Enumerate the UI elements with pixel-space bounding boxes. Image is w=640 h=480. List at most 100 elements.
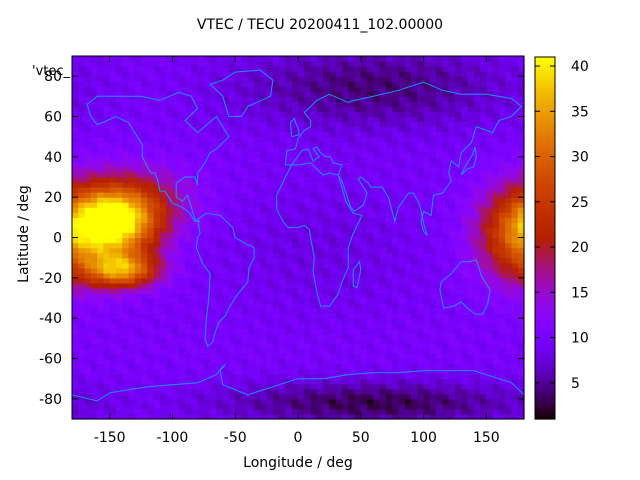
heatmap-cell <box>454 56 462 62</box>
heatmap-cell <box>310 247 318 254</box>
heatmap-cell <box>473 408 481 415</box>
heatmap-cell <box>348 408 356 415</box>
heatmap-cell <box>310 141 318 148</box>
heatmap-cell <box>392 136 400 143</box>
heatmap-cell <box>216 237 224 244</box>
heatmap-cell <box>492 141 500 148</box>
heatmap-cell <box>404 353 412 360</box>
heatmap-cell <box>172 131 180 138</box>
heatmap-cell <box>172 146 180 153</box>
heatmap-cell <box>429 61 437 67</box>
heatmap-cell <box>454 348 462 355</box>
heatmap-cell <box>235 232 243 239</box>
heatmap-cell <box>404 292 412 299</box>
heatmap-cell <box>122 207 130 213</box>
heatmap-cell <box>392 66 400 72</box>
heatmap-cell <box>279 363 287 370</box>
heatmap-cell <box>147 388 155 395</box>
heatmap-cell <box>379 368 387 375</box>
heatmap-cell <box>335 141 343 148</box>
heatmap-cell <box>310 177 318 183</box>
heatmap-cell <box>78 348 86 355</box>
heatmap-cell <box>122 388 130 395</box>
heatmap-cell <box>329 192 337 198</box>
heatmap-cell <box>291 182 299 188</box>
heatmap-cell <box>423 156 431 163</box>
heatmap-cell <box>367 378 374 385</box>
heatmap-cell <box>411 227 418 234</box>
heatmap-cell <box>398 388 406 395</box>
heatmap-cell <box>454 328 462 334</box>
heatmap-cell <box>473 171 481 178</box>
heatmap-cell <box>454 373 462 380</box>
heatmap-cell <box>166 197 174 203</box>
heatmap-cell <box>191 61 199 67</box>
heatmap-cell <box>84 126 92 133</box>
heatmap-cell <box>310 298 318 304</box>
heatmap-cell <box>304 71 312 77</box>
heatmap-cell <box>291 101 299 108</box>
heatmap-cell <box>235 353 243 360</box>
heatmap-cell <box>329 151 337 158</box>
heatmap-cell <box>78 413 86 420</box>
heatmap-cell <box>222 398 230 405</box>
heatmap-cell <box>197 267 205 274</box>
heatmap-cell <box>235 277 243 284</box>
heatmap-cell <box>134 237 142 244</box>
heatmap-cell <box>467 212 475 218</box>
heatmap-cell <box>272 156 280 163</box>
heatmap-cell <box>222 413 230 420</box>
heatmap-cell <box>360 277 368 284</box>
heatmap-cell <box>254 333 261 339</box>
heatmap-cell <box>461 408 469 415</box>
heatmap-cell <box>473 66 481 72</box>
heatmap-cell <box>72 277 79 284</box>
heatmap-cell <box>404 56 412 62</box>
heatmap-cell <box>134 202 142 208</box>
heatmap-cell <box>97 202 104 208</box>
heatmap-cell <box>398 197 406 203</box>
heatmap-cell <box>442 71 450 77</box>
heatmap-cell <box>417 182 425 188</box>
heatmap-cell <box>172 282 180 289</box>
heatmap-cell <box>411 131 418 138</box>
heatmap-cell <box>203 111 211 118</box>
heatmap-cell <box>436 303 443 309</box>
heatmap-cell <box>316 358 324 365</box>
heatmap-cell <box>90 353 98 360</box>
heatmap-cell <box>335 217 343 223</box>
heatmap-cell <box>448 81 456 87</box>
heatmap-cell <box>191 177 199 183</box>
heatmap-cell <box>348 237 356 244</box>
heatmap-cell <box>411 272 418 279</box>
heatmap-cell <box>197 333 205 339</box>
heatmap-cell <box>222 303 230 309</box>
heatmap-cell <box>360 161 368 168</box>
heatmap-cell <box>298 308 305 314</box>
heatmap-cell <box>298 126 305 133</box>
heatmap-cell <box>335 197 343 203</box>
heatmap-cell <box>316 353 324 360</box>
heatmap-cell <box>373 212 381 218</box>
heatmap-cell <box>354 161 362 168</box>
heatmap-cell <box>392 81 400 87</box>
heatmap-cell <box>147 408 155 415</box>
heatmap-cell <box>172 368 180 375</box>
heatmap-cell <box>178 232 186 239</box>
heatmap-cell <box>461 171 469 178</box>
heatmap-cell <box>141 373 148 380</box>
heatmap-cell <box>291 166 299 173</box>
heatmap-cell <box>84 298 92 304</box>
heatmap-cell <box>285 222 293 229</box>
heatmap-cell <box>498 166 506 173</box>
heatmap-cell <box>291 252 299 259</box>
heatmap-cell <box>291 373 299 380</box>
heatmap-cell <box>442 91 450 97</box>
heatmap-cell <box>178 116 186 123</box>
heatmap-cell <box>498 358 506 365</box>
heatmap-cell <box>279 66 287 72</box>
heatmap-cell <box>335 298 343 304</box>
heatmap-cell <box>128 91 136 97</box>
heatmap-cell <box>341 66 349 72</box>
heatmap-cell <box>354 166 362 173</box>
